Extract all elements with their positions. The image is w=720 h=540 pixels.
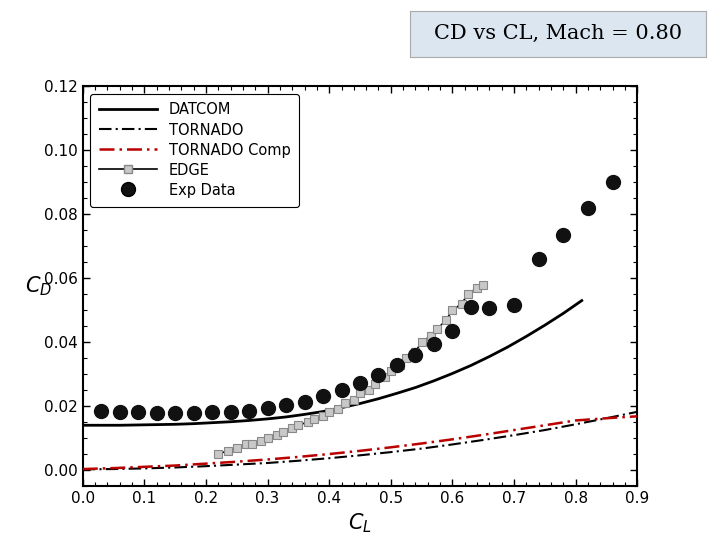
- Y-axis label: $C_D$: $C_D$: [25, 274, 52, 298]
- X-axis label: $C_L$: $C_L$: [348, 511, 372, 535]
- Text: CD vs CL, Mach = 0.80: CD vs CL, Mach = 0.80: [434, 24, 682, 43]
- Legend: DATCOM, TORNADO, TORNADO Comp, EDGE, Exp Data: DATCOM, TORNADO, TORNADO Comp, EDGE, Exp…: [90, 94, 300, 207]
